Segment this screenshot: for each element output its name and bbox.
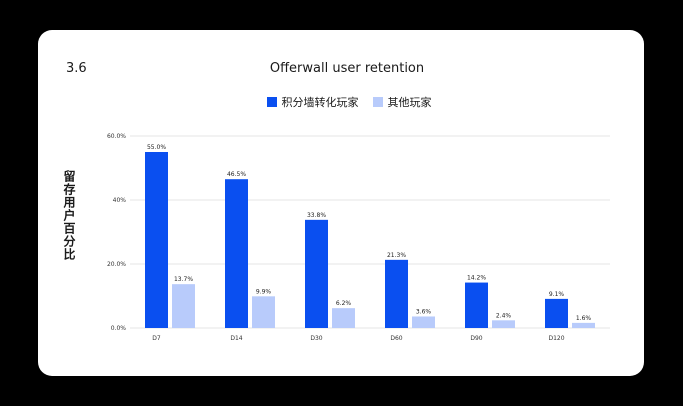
data-label: 3.6% <box>416 308 432 315</box>
data-label: 2.4% <box>496 312 512 319</box>
y-tick-label: 40% <box>113 197 127 204</box>
bar-other-d60 <box>412 316 435 328</box>
chart-card: 3.6 Offerwall user retention 积分墙转化玩家 其他玩… <box>38 30 644 376</box>
bar-other-d7 <box>172 284 195 328</box>
data-label: 1.6% <box>576 315 592 322</box>
x-tick-label: D7 <box>152 335 161 342</box>
legend: 积分墙转化玩家 其他玩家 <box>38 94 644 110</box>
data-label: 33.8% <box>307 212 326 219</box>
legend-swatch-series-1 <box>266 97 277 107</box>
x-tick-label: D14 <box>230 335 242 342</box>
data-label: 14.2% <box>467 275 486 282</box>
data-label: 6.2% <box>336 300 352 307</box>
x-tick-label: D120 <box>548 335 564 342</box>
bar-offerwall-d120 <box>545 298 568 328</box>
chart-title: Offerwall user retention <box>269 61 425 76</box>
legend-label-series-1: 积分墙转化玩家 <box>281 96 359 109</box>
data-label: 55.0% <box>147 144 166 151</box>
bar-other-d30 <box>332 308 355 328</box>
data-label: 13.7% <box>174 276 193 283</box>
bar-other-d120 <box>572 322 595 328</box>
bar-offerwall-d60 <box>385 259 408 328</box>
legend-item-series-1: 积分墙转化玩家 <box>266 94 359 110</box>
y-axis-label: 留存用户百分比 <box>62 170 76 261</box>
bar-offerwall-d30 <box>305 219 328 328</box>
bar-chart-plot: 0.0% 20.0% 40% 60.0% 55.0% 13.7% D7 46.5% 9.9% D1… <box>107 133 610 342</box>
bar-offerwall-d90 <box>465 282 488 328</box>
bar-other-d14 <box>252 296 275 328</box>
bar-offerwall-d14 <box>225 179 248 328</box>
y-tick-label: 0.0% <box>111 325 127 332</box>
data-label: 46.5% <box>227 171 246 178</box>
data-label: 9.1% <box>549 291 565 298</box>
data-label: 9.9% <box>256 288 272 295</box>
data-label: 21.3% <box>387 252 406 259</box>
figure-number: 3.6 <box>66 61 87 76</box>
bar-offerwall-d7 <box>145 152 168 328</box>
x-tick-label: D30 <box>310 335 322 342</box>
legend-label-series-2: 其他玩家 <box>387 96 432 109</box>
x-tick-label: D90 <box>470 335 482 342</box>
bar-other-d90 <box>492 320 515 328</box>
x-tick-label: D60 <box>390 335 402 342</box>
y-tick-label: 60.0% <box>107 133 126 140</box>
legend-item-series-2: 其他玩家 <box>372 94 432 110</box>
y-tick-label: 20.0% <box>107 261 126 268</box>
legend-swatch-series-2 <box>372 97 383 107</box>
